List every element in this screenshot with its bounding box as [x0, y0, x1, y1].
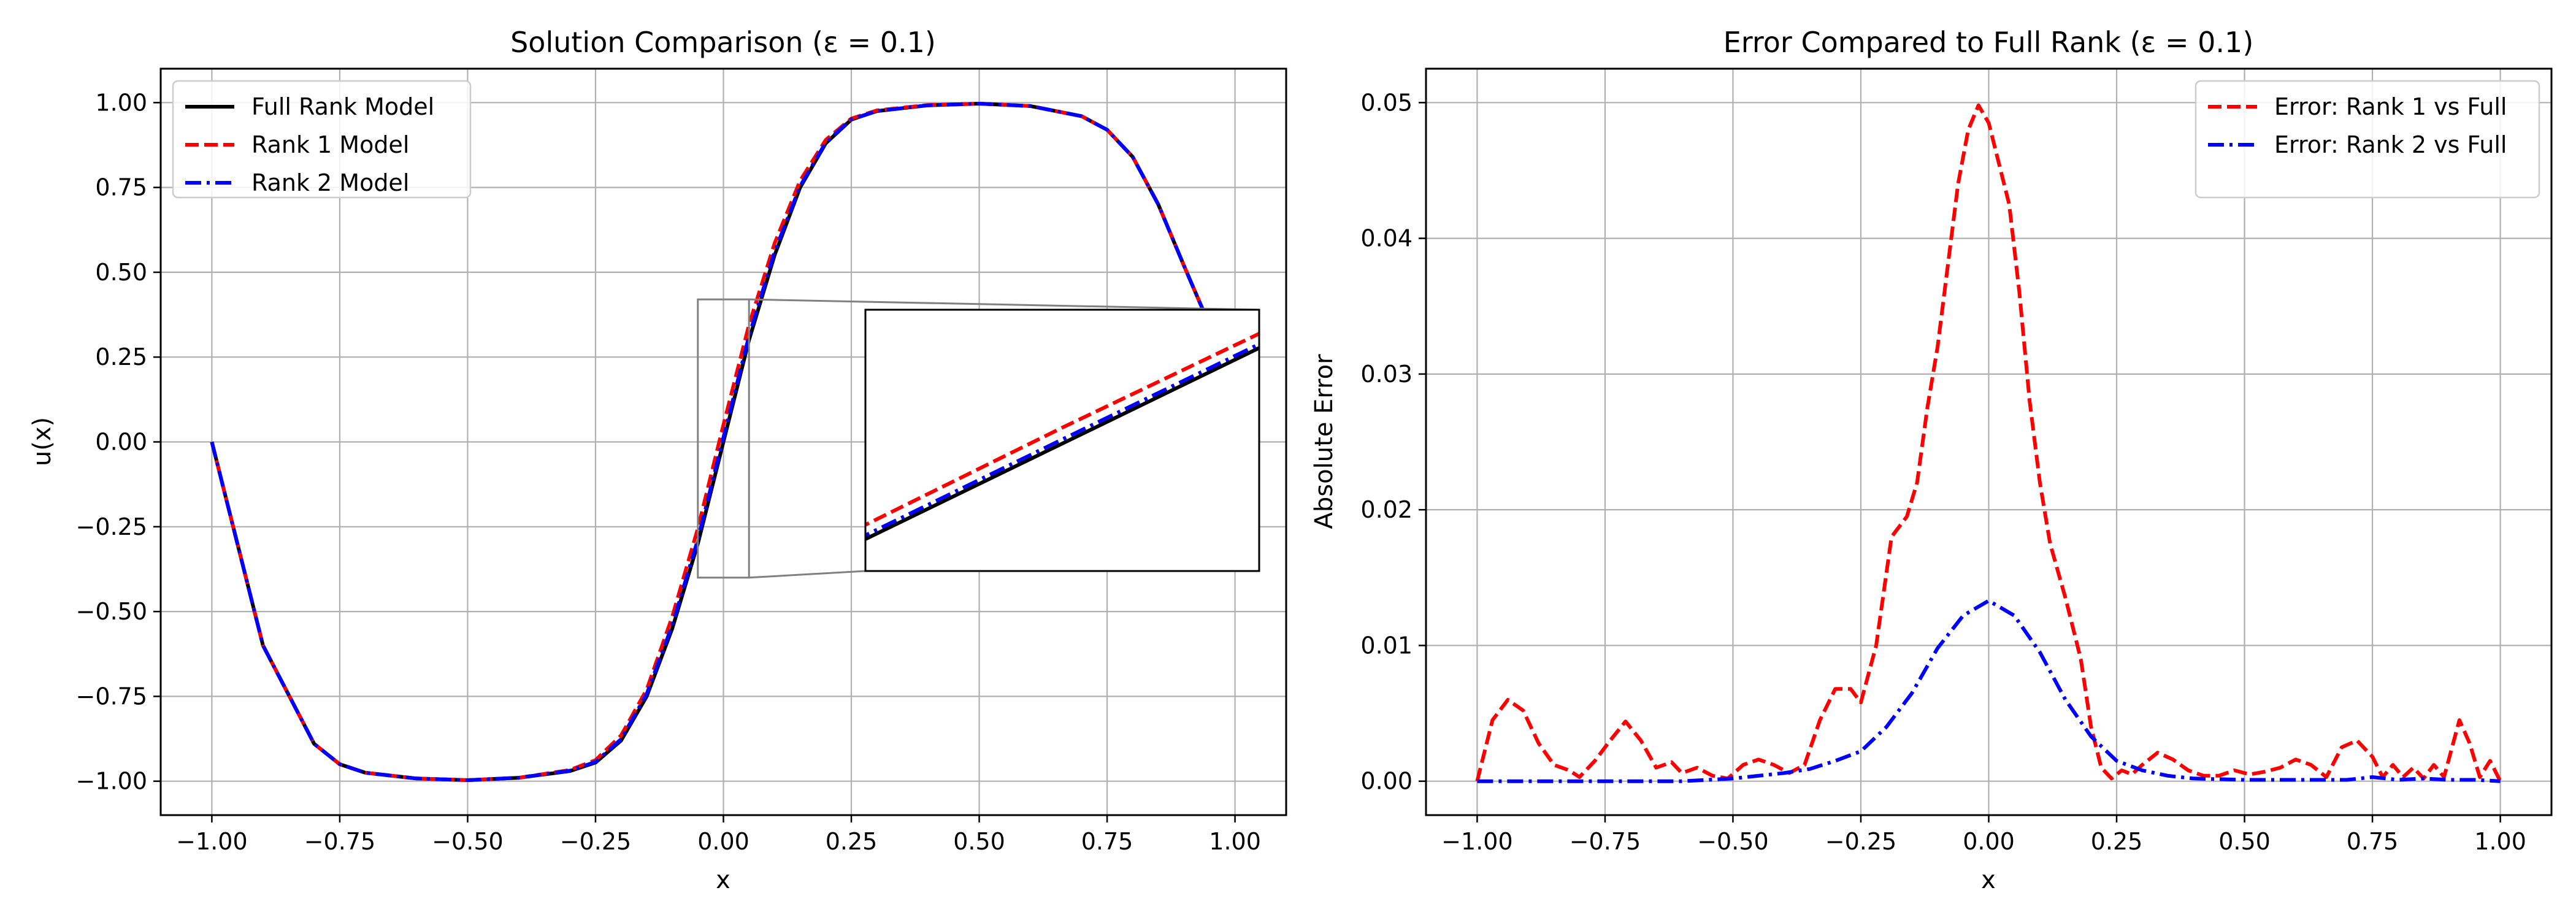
inset-frame	[864, 309, 1260, 572]
y-tick-label: 0.04	[1360, 225, 1413, 252]
y-tick-label: 0.50	[95, 259, 147, 286]
legend-box	[172, 80, 472, 199]
series-line-2	[1477, 599, 2501, 783]
y-tick-label: 1.00	[95, 89, 147, 116]
x-tick-label: 0.75	[2347, 828, 2399, 855]
legend: Full Rank Model Rank 1 Model Rank 2 Model	[172, 80, 472, 199]
y-tick-label: 0.05	[1360, 89, 1413, 116]
plot-area	[1475, 103, 2502, 783]
plot-area	[210, 102, 1206, 782]
y-tick-label: 0.75	[95, 174, 147, 201]
x-tick-label: 1.00	[1209, 828, 1261, 855]
y-tick-label: 0.25	[95, 343, 147, 370]
x-tick-label: −0.75	[304, 828, 375, 855]
x-tick-label: −1.00	[1441, 828, 1512, 855]
y-tick-label: −0.25	[76, 513, 147, 540]
legend-label-1: Error: Rank 1 vs Full	[2274, 93, 2507, 120]
axis-ticks: −1.00 −0.75 −0.50 −0.25 0.00 0.25 0.50 0.75 1.00…	[1360, 89, 2526, 855]
inset-indicator	[697, 298, 1260, 579]
y-axis-label: Absolute Error	[1310, 354, 1338, 529]
error-comparison-chart: Error Compared to Full Rank (ε = 0.1) −1…	[1310, 26, 2553, 894]
inset-series-line-3	[865, 342, 1259, 538]
x-tick-label: −0.50	[432, 828, 503, 855]
x-tick-label: −0.25	[560, 828, 631, 855]
x-tick-label: 0.75	[1081, 828, 1133, 855]
inset-background	[865, 310, 1259, 571]
legend-label-3: Rank 2 Model	[251, 169, 409, 196]
axis-ticks: −1.00 −0.75 −0.50 −0.25 0.00 0.25 0.50 0.75 1.00…	[76, 89, 1261, 855]
series-line-1	[1475, 103, 2502, 783]
chart-title: Solution Comparison (ε = 0.1)	[510, 26, 936, 59]
y-tick-label: 0.03	[1360, 361, 1413, 388]
y-tick-label: −0.75	[76, 683, 147, 710]
zoom-connector	[749, 570, 866, 579]
x-tick-label: −0.25	[1825, 828, 1896, 855]
x-tick-label: 0.50	[2218, 828, 2271, 855]
x-tick-label: 0.50	[953, 828, 1005, 855]
y-tick-label: 0.00	[95, 429, 147, 456]
legend: Error: Rank 1 vs Full Error: Rank 2 vs Fu…	[2195, 80, 2540, 199]
x-tick-label: −0.50	[1697, 828, 1768, 855]
x-tick-label: 0.25	[826, 828, 878, 855]
inset-series-line-1	[865, 346, 1259, 542]
zoom-inset	[864, 309, 1260, 572]
x-axis-label: x	[1981, 866, 1996, 894]
y-axis-label: u(x)	[28, 417, 56, 466]
x-tick-label: −1.00	[176, 828, 247, 855]
y-tick-label: 0.01	[1360, 632, 1413, 659]
chart-title: Error Compared to Full Rank (ε = 0.1)	[1723, 26, 2254, 59]
legend-label-2: Error: Rank 2 vs Full	[2274, 131, 2507, 158]
y-tick-label: −1.00	[76, 768, 147, 795]
x-tick-label: 0.00	[697, 828, 749, 855]
zoom-connector	[749, 298, 1260, 311]
y-tick-label: 0.02	[1360, 496, 1413, 523]
x-tick-label: 0.25	[2091, 828, 2143, 855]
solution-comparison-chart: Solution Comparison (ε = 0.1) −1.00 −0.75…	[28, 26, 1287, 894]
x-tick-label: 0.00	[1963, 828, 2015, 855]
y-tick-label: 0.00	[1360, 768, 1413, 795]
x-tick-label: −0.75	[1570, 828, 1641, 855]
zoom-region	[697, 298, 750, 579]
inset-series-line-2	[865, 331, 1259, 527]
x-tick-label: 1.00	[2474, 828, 2526, 855]
legend-box	[2195, 80, 2540, 199]
legend-label-1: Full Rank Model	[251, 93, 434, 120]
y-tick-label: −0.50	[76, 598, 147, 625]
series-line-3	[210, 102, 1206, 782]
legend-label-2: Rank 1 Model	[251, 131, 409, 158]
x-axis-label: x	[716, 866, 730, 894]
